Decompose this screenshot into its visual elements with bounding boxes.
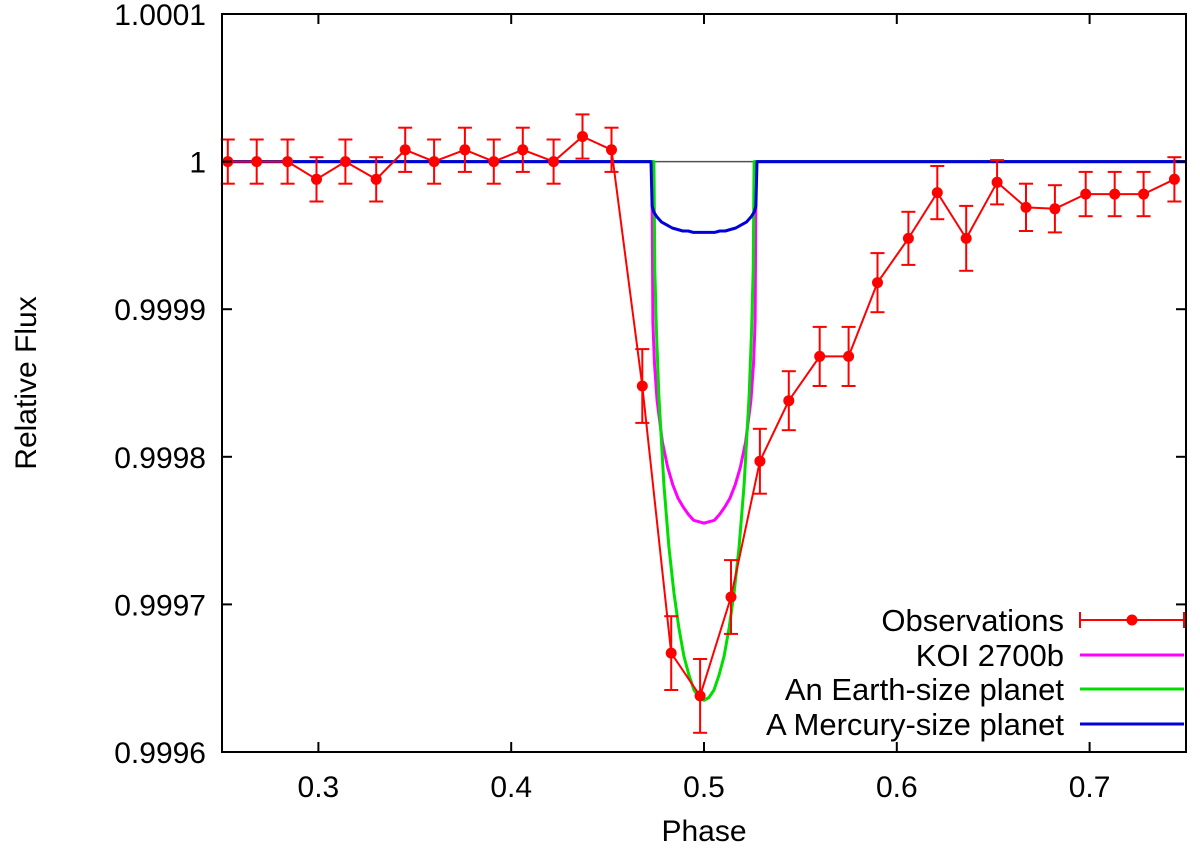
y-tick-label: 0.9997: [114, 589, 206, 622]
x-tick-label: 0.5: [683, 771, 725, 804]
series-an-earth-size-planet: [222, 160, 1186, 702]
x-tick-label: 0.3: [298, 771, 340, 804]
data-points: [222, 131, 1180, 702]
y-axis-title: Relative Flux: [10, 296, 43, 469]
series-observations: [220, 113, 1182, 734]
series-line: [222, 160, 1186, 525]
series-a-mercury-size-planet: [222, 160, 1186, 234]
legend-marker-observations: [1126, 614, 1138, 626]
y-tick-label: 0.9996: [114, 737, 206, 770]
legend-label-a-mercury-size-planet: A Mercury-size planet: [766, 707, 1064, 742]
axes: 0.3 0.4 0.5 0.6 0.7 0.9996 0.9997 0.9998 0.9999 1…: [10, 0, 1187, 848]
x-tick-label: 0.7: [1069, 771, 1111, 804]
legend-label-koi-2700b: KOI 2700b: [916, 638, 1064, 673]
x-tick-label: 0.6: [876, 771, 918, 804]
series-line: [222, 160, 1186, 234]
y-tick-label: 0.9999: [114, 294, 206, 327]
legend-label-observations: Observations: [881, 603, 1064, 638]
y-tick-label: 1.0001: [114, 0, 206, 32]
y-tick-label: 1: [189, 147, 206, 180]
legend-label-an-earth-size-planet: An Earth-size planet: [785, 672, 1065, 707]
y-tick-label: 0.9998: [114, 442, 206, 475]
x-axis-title: Phase: [661, 815, 746, 848]
x-tick-label: 0.4: [490, 771, 532, 804]
series-koi-2700b: [222, 160, 1186, 525]
series-line: [222, 160, 1186, 702]
